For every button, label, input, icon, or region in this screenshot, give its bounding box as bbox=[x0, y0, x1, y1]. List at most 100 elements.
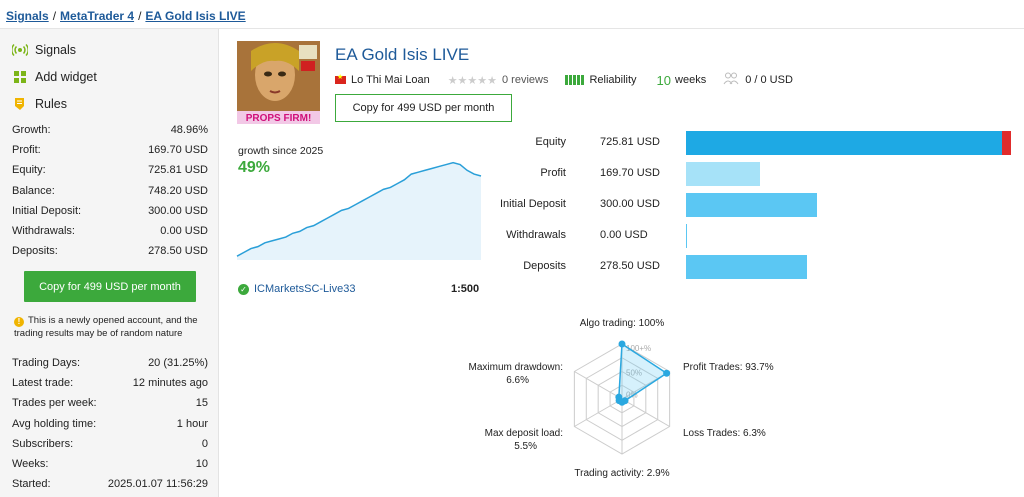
stat-label: Trades per week: bbox=[12, 397, 97, 410]
subscribers-icon bbox=[723, 72, 739, 88]
sidebar-item-signals[interactable]: Signals bbox=[11, 42, 76, 58]
bar-value-label: 725.81 USD bbox=[600, 136, 660, 148]
broker-name[interactable]: ICMarketsSC-Live33 bbox=[254, 283, 356, 295]
stat-value: 0.00 USD bbox=[160, 225, 208, 237]
signal-meta: Lo Thi Mai Loan ★★★★★ 0 reviews Reliabil… bbox=[335, 72, 793, 88]
bar-row: Initial Deposit 300.00 USD bbox=[490, 193, 1020, 217]
sidebar: Signals Add widget Rules Growth: 48.96% Pr… bbox=[0, 29, 219, 497]
stat-row: Weeks: 10 bbox=[12, 458, 208, 470]
radar-chart: 100+% 50% 0% Algo trading: 100% Profit Trade… bbox=[469, 318, 774, 479]
stat-value: 20 (31.25%) bbox=[148, 357, 208, 369]
breadcrumb-separator: / bbox=[52, 9, 57, 23]
sidebar-item-rules[interactable]: Rules bbox=[11, 96, 67, 112]
bar-label: Withdrawals bbox=[506, 229, 566, 241]
growth-value: 49% bbox=[238, 159, 271, 176]
stat-value: 725.81 USD bbox=[148, 164, 208, 177]
growth-area bbox=[237, 162, 481, 260]
breadcrumb-current[interactable]: EA Gold Isis LIVE bbox=[145, 9, 246, 23]
radar-ring-label: 100+% bbox=[626, 344, 651, 353]
stat-label: Initial Deposit: bbox=[12, 204, 82, 217]
bar-label: Equity bbox=[535, 136, 566, 148]
bar-row: Profit 169.70 USD bbox=[490, 162, 1020, 186]
new-account-notice: ! This is a newly opened account, and the… bbox=[14, 314, 214, 340]
signal-title: EA Gold Isis LIVE bbox=[335, 45, 470, 64]
stat-row: Trading Days: 20 (31.25%) bbox=[12, 357, 208, 369]
bar-initial-deposit bbox=[686, 193, 817, 217]
stat-label: Profit: bbox=[12, 144, 41, 157]
radar-axis-label: Profit Trades: 93.7% bbox=[683, 362, 774, 373]
stat-label: Withdrawals: bbox=[12, 225, 75, 237]
signal-avatar: PROPS FIRM! bbox=[237, 41, 320, 124]
verified-check-icon: ✓ bbox=[238, 283, 249, 295]
growth-label: growth since 2025 bbox=[238, 145, 324, 157]
stat-row: Trades per week: 15 bbox=[12, 397, 208, 409]
stat-value: 12 minutes ago bbox=[132, 377, 208, 390]
stat-value: 278.50 USD bbox=[148, 245, 208, 258]
stat-value: 1 hour bbox=[176, 417, 208, 430]
bar-equity bbox=[686, 131, 1012, 155]
stat-row: Avg holding time: 1 hour bbox=[12, 418, 208, 430]
stat-row: Initial Deposit: 300.00 USD bbox=[12, 205, 208, 217]
rules-icon bbox=[11, 96, 29, 112]
stat-value: 0 bbox=[201, 437, 208, 450]
sidebar-item-add-widget[interactable]: Add widget bbox=[11, 69, 97, 85]
bar-value-label: 169.70 USD bbox=[600, 167, 660, 179]
radar-axis-label: Max deposit load: 5.5% bbox=[485, 428, 563, 452]
radar-spoke bbox=[574, 398, 623, 427]
radar-spoke bbox=[621, 398, 670, 427]
sidebar-item-label: Add widget bbox=[35, 70, 97, 84]
widget-icon bbox=[11, 69, 29, 85]
stat-label: Latest trade: bbox=[12, 377, 74, 390]
stat-row: Profit: 169.70 USD bbox=[12, 144, 208, 156]
weeks-number: 10 bbox=[656, 72, 672, 88]
bar-label: Deposits bbox=[523, 260, 566, 272]
notice-text: This is a newly opened account, and the … bbox=[14, 315, 198, 339]
copy-signal-button[interactable]: Copy for 499 USD per month bbox=[24, 271, 196, 302]
bar-row: Equity 725.81 USD bbox=[490, 131, 1020, 155]
sidebar-item-label: Rules bbox=[35, 97, 67, 111]
stat-row: Equity: 725.81 USD bbox=[12, 164, 208, 176]
radar-ring-label: 50% bbox=[626, 369, 642, 378]
bar-label: Initial Deposit bbox=[499, 198, 566, 210]
radar-axis-label: Maximum drawdown: 6.6% bbox=[469, 362, 563, 386]
breadcrumb-metatrader4[interactable]: MetaTrader 4 bbox=[60, 9, 135, 23]
breadcrumb: Signals / MetaTrader 4/EA Gold Isis LIVE bbox=[6, 9, 246, 23]
breadcrumb-separator: / bbox=[138, 9, 142, 23]
stat-row: Withdrawals: 0.00 USD bbox=[12, 225, 208, 237]
radar-ring-label: 0% bbox=[626, 391, 638, 400]
copy-signal-main-button[interactable]: Copy for 499 USD per month bbox=[335, 94, 512, 122]
weeks-label: weeks bbox=[675, 74, 707, 86]
breadcrumb-signals[interactable]: Signals bbox=[6, 9, 49, 23]
avatar-caption: PROPS FIRM! bbox=[246, 113, 312, 124]
stat-label: Avg holding time: bbox=[12, 417, 97, 430]
divider bbox=[0, 28, 1024, 29]
bar-row: Withdrawals 0.00 USD bbox=[490, 224, 1020, 248]
stat-value: 748.20 USD bbox=[148, 184, 208, 197]
bar-value-label: 278.50 USD bbox=[600, 260, 660, 272]
vietnam-flag-icon bbox=[335, 73, 346, 84]
radar-point bbox=[615, 393, 623, 401]
growth-chart bbox=[236, 161, 482, 260]
stat-row: Started: 2025.01.07 11:56:29 bbox=[12, 478, 208, 490]
reliability-label: Reliability bbox=[589, 74, 637, 86]
radar-axis-label: Loss Trades: 6.3% bbox=[683, 428, 766, 439]
radar-spoke bbox=[574, 371, 623, 400]
stat-value: 2025.01.07 11:56:29 bbox=[107, 478, 208, 491]
stat-row: Growth: 48.96% bbox=[12, 124, 208, 136]
stat-row: Deposits: 278.50 USD bbox=[12, 245, 208, 257]
warning-icon: ! bbox=[14, 317, 24, 327]
stat-label: Equity: bbox=[12, 164, 46, 177]
signal-icon bbox=[11, 42, 29, 58]
stat-label: Growth: bbox=[12, 124, 51, 136]
stat-row: Balance: 748.20 USD bbox=[12, 185, 208, 197]
author-name[interactable]: Lo Thi Mai Loan bbox=[351, 74, 430, 86]
stat-value: 169.70 USD bbox=[148, 144, 208, 157]
broker-server[interactable]: ✓ ICMarketsSC-Live33 bbox=[238, 283, 355, 295]
reviews-count[interactable]: 0 reviews bbox=[502, 74, 549, 86]
bar-label: Profit bbox=[540, 167, 566, 179]
reliability-bars-icon bbox=[565, 75, 585, 85]
subscribers-value: 0 / 0 USD bbox=[745, 74, 793, 86]
radar-point bbox=[618, 340, 626, 348]
rating-stars-icon: ★★★★★ bbox=[447, 74, 497, 87]
stat-label: Trading Days: bbox=[12, 357, 81, 369]
